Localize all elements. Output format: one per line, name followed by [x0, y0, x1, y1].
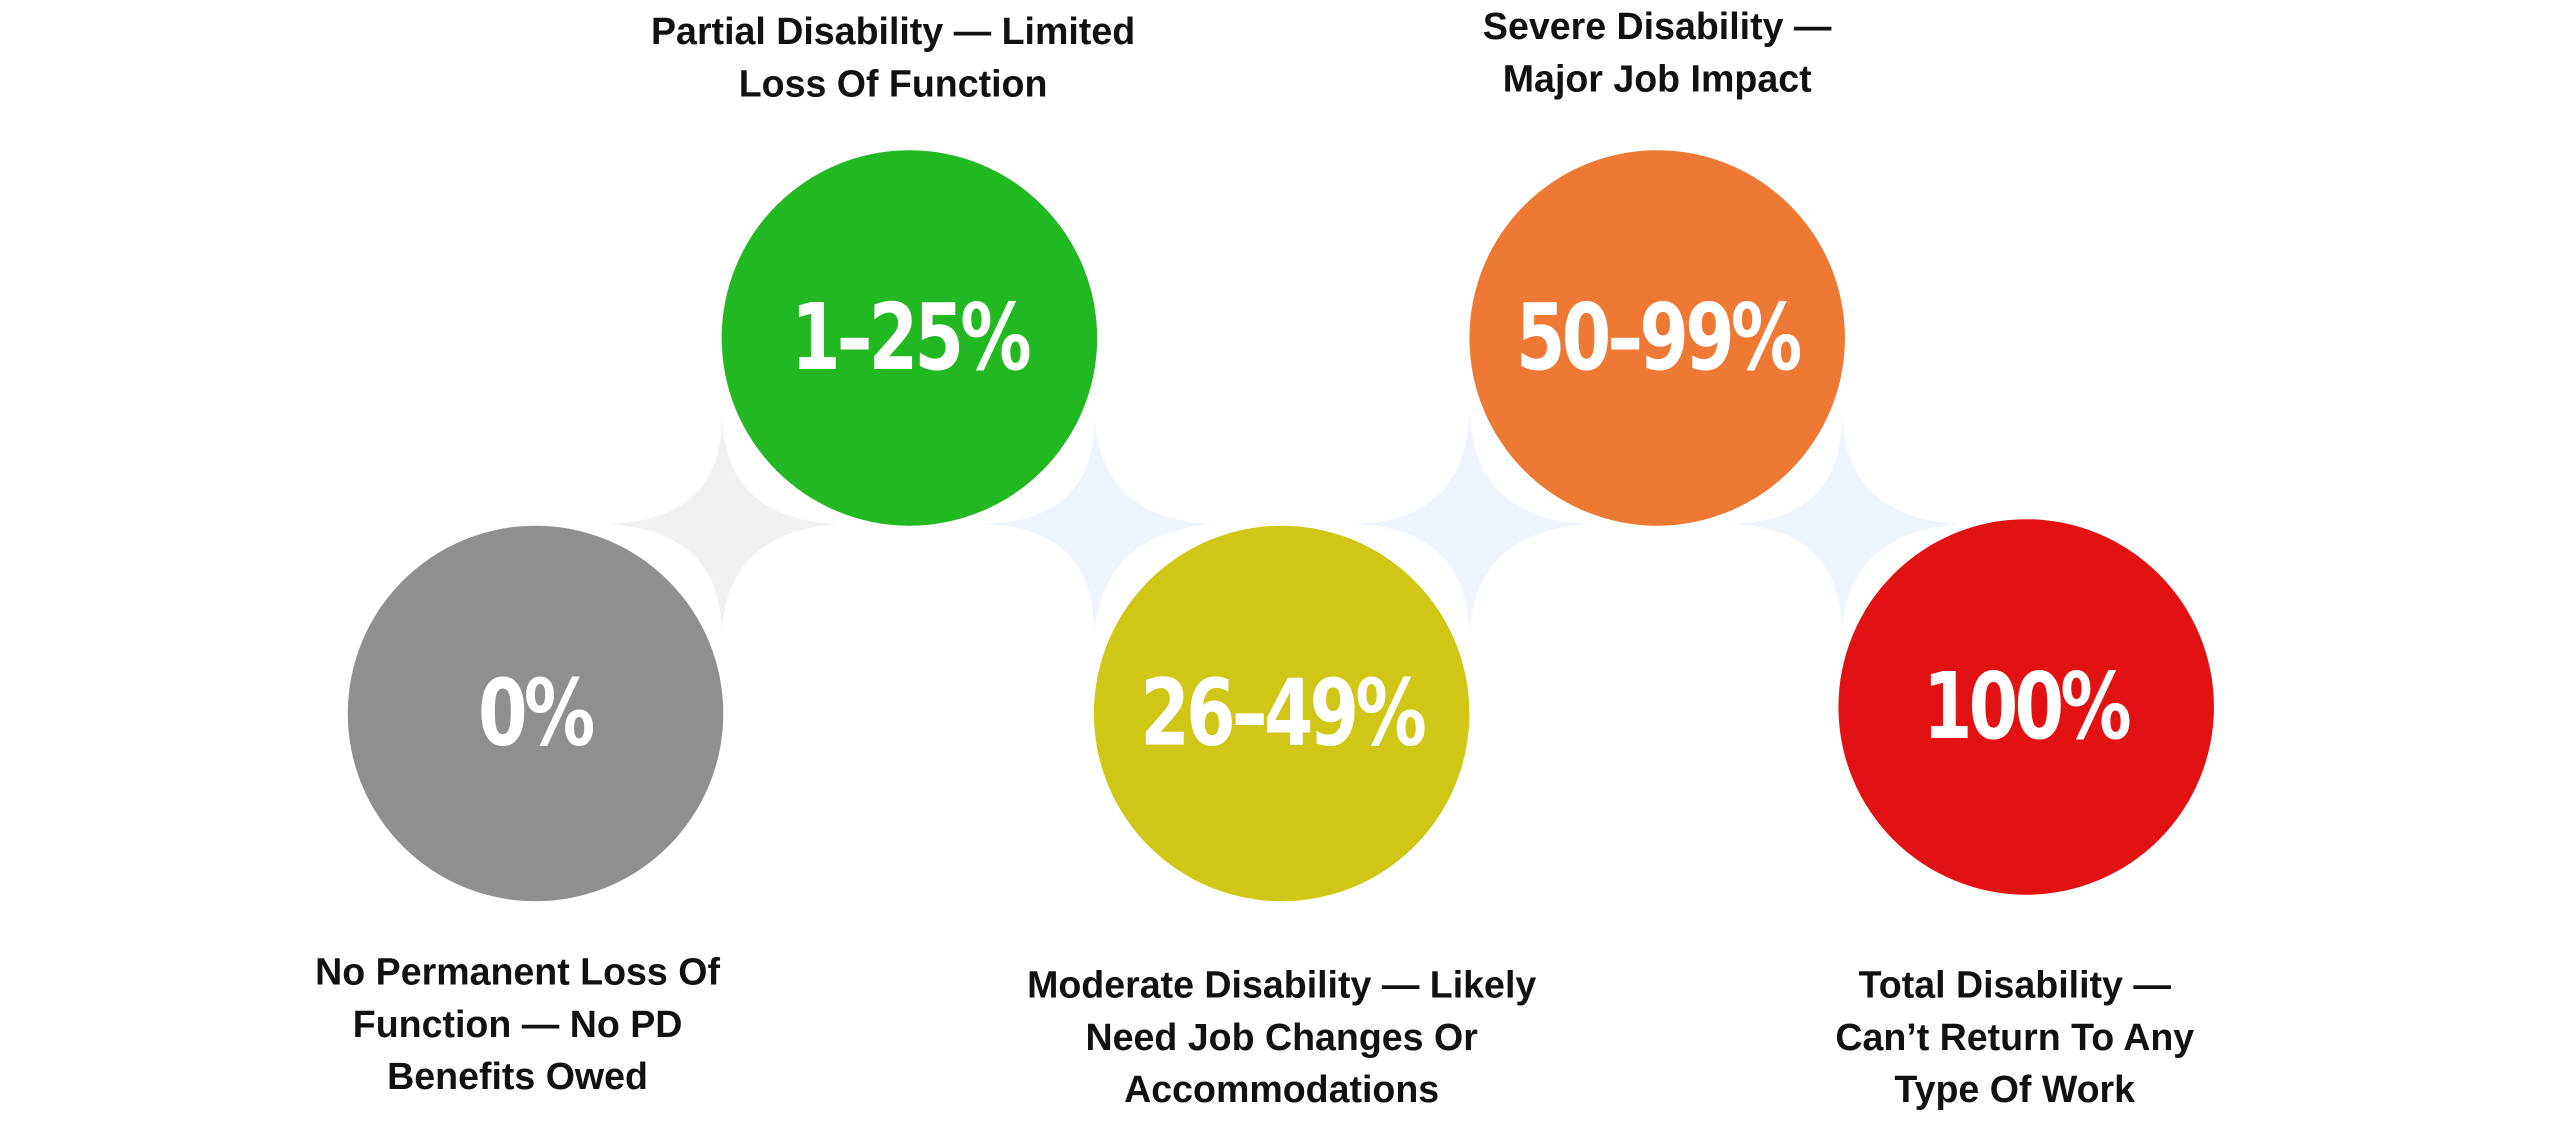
- stage-circle-1: 1–25%: [721, 150, 1098, 526]
- stage-caption-0-line-1: No Permanent Loss Of: [315, 950, 720, 993]
- connector-1-2: [982, 411, 1214, 637]
- stage-caption-2: Moderate Disability — Likely Need Job Ch…: [914, 958, 1649, 1115]
- stage-caption-0-line-2: Function — No PD: [352, 1002, 683, 1045]
- connector-0-1: [607, 411, 838, 637]
- stage-value-0: 0%: [478, 660, 596, 767]
- stage-caption-1-line-2: Loss Of Function: [738, 62, 1048, 105]
- stage-circle-2: 26–49%: [1093, 525, 1470, 902]
- stage-caption-2-line-2: Need Job Changes Or: [1085, 1015, 1478, 1058]
- connector-2-3: [1353, 411, 1589, 637]
- stage-caption-0-line-3: Benefits Owed: [387, 1054, 648, 1098]
- stage-circle-3: 50–99%: [1469, 150, 1845, 526]
- stage-caption-1-line-1: Partial Disability — Limited: [651, 9, 1136, 53]
- stage-caption-3-line-1: Severe Disability —: [1482, 4, 1832, 48]
- stage-caption-3-line-2: Major Job Impact: [1502, 57, 1812, 100]
- connector-3-4: [1729, 411, 1963, 637]
- stage-caption-4-line-2: Can’t Return To Any: [1835, 1015, 2195, 1058]
- stage-value-1: 1–25%: [790, 284, 1032, 392]
- stage-caption-4-line-3: Type Of Work: [1894, 1067, 2136, 1111]
- stage-caption-1: Partial Disability — Limited Loss Of Fun…: [567, 5, 1220, 109]
- stage-circle-0: 0%: [347, 525, 724, 902]
- stage-value-4: 100%: [1923, 653, 2133, 761]
- stage-caption-4: Total Disability — Can’t Return To Any T…: [1688, 958, 2341, 1115]
- stage-value-2: 26–49%: [1140, 660, 1426, 767]
- stage-caption-0: No Permanent Loss Of Function — No PD Be…: [191, 945, 844, 1102]
- stage-value-3: 50–99%: [1515, 284, 1802, 392]
- stage-caption-4-line-1: Total Disability —: [1858, 963, 2171, 1006]
- stage-caption-2-line-1: Moderate Disability — Likely: [1027, 963, 1537, 1006]
- stage-caption-3: Severe Disability — Major Job Impact: [1331, 0, 1984, 104]
- stage-caption-2-line-3: Accommodations: [1124, 1067, 1440, 1111]
- stage-circle-4: 100%: [1838, 519, 2214, 895]
